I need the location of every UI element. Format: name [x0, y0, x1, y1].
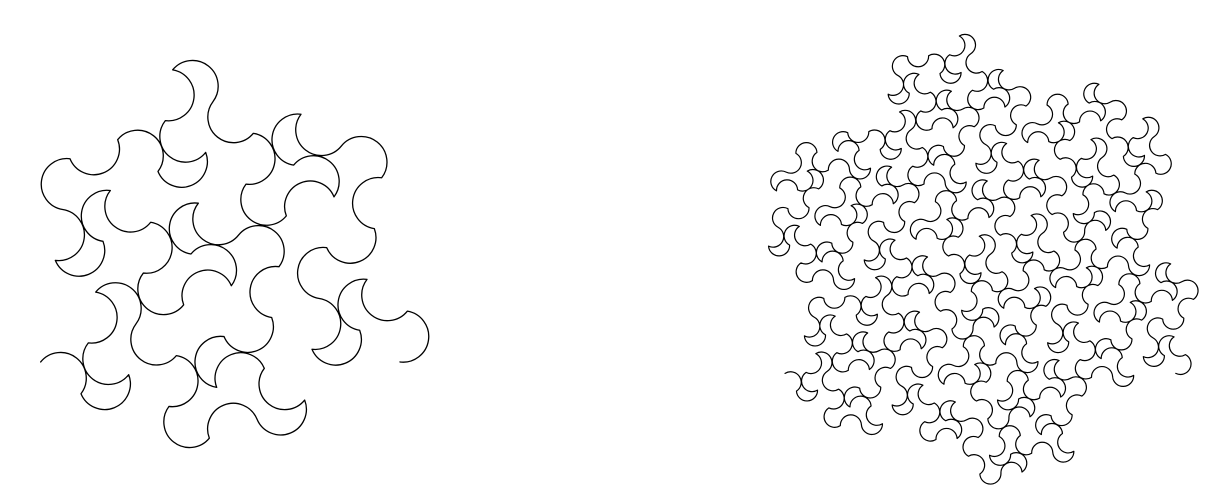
background — [0, 0, 1216, 498]
diagram-canvas — [0, 0, 1216, 498]
